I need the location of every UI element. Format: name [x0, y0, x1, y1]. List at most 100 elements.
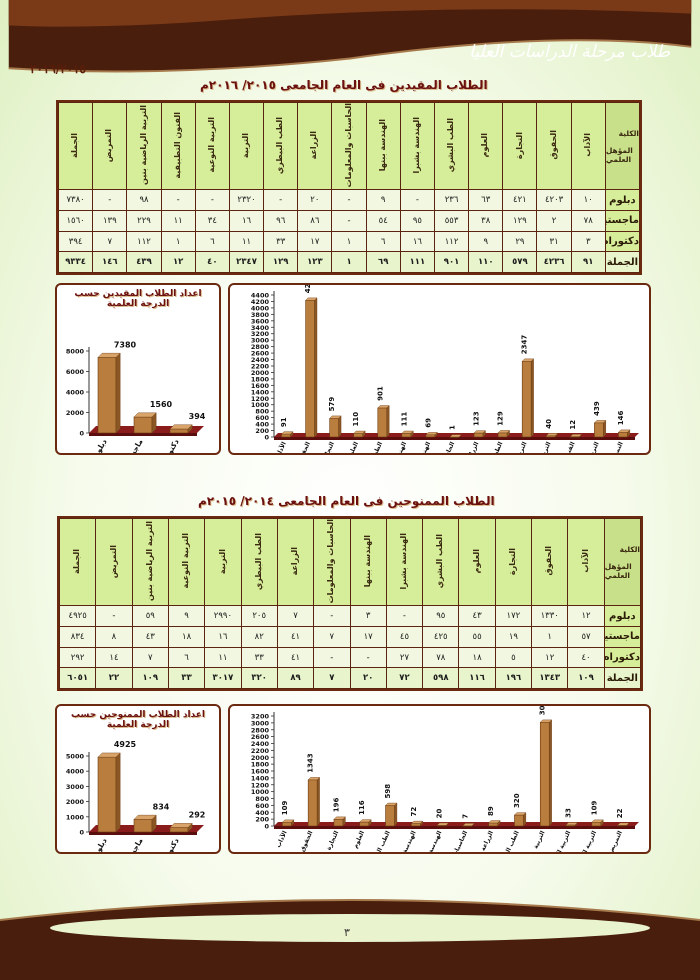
bar-front: [133, 416, 153, 434]
table-cell: ٣٣: [263, 230, 299, 253]
section-title-graduates: الطلاب الممنوحين فى العام الجامعى ٢٠١٤/ …: [198, 494, 495, 508]
column-header: الفنون التطبيقية: [160, 101, 196, 191]
bar: [591, 819, 604, 827]
graduates-table-grid: الكلية المؤهل العلمي الآداب الحقوق التجارة ال…: [58, 517, 642, 689]
category-label: الهندسة بشبرا: [393, 830, 417, 852]
y-tick-label: 200: [255, 427, 269, 435]
chart-floor-edge: [274, 826, 635, 829]
table-corner-cell: الكلية المؤهل العلمي: [603, 517, 642, 607]
y-tick-label: 3000: [66, 783, 85, 791]
column-header: الهندسة بشبرا: [399, 101, 435, 191]
y-tick-label: 2200: [251, 747, 270, 755]
column-header: الهندسة بشبرا: [385, 517, 424, 607]
bar-top: [305, 297, 318, 301]
bar-top: [449, 434, 462, 438]
data-label: 901: [376, 386, 384, 401]
bar-front: [307, 779, 318, 827]
corner-label-college: الكلية: [619, 544, 640, 554]
data-label: 4236: [304, 285, 312, 293]
data-label: 1560: [150, 400, 173, 409]
table-cell: -: [313, 646, 351, 669]
bar-top: [410, 820, 424, 824]
y-tick-label: 600: [255, 414, 269, 422]
table-cell: ١٦: [204, 626, 242, 648]
table-cell: ١٦: [228, 210, 265, 232]
y-tick-label: 1200: [251, 395, 270, 403]
bar: [359, 819, 372, 827]
degree-chart-enrolled: 0 2000 4000 6000 8000 7380 دبلوم 1560 ماجستير 394…: [66, 340, 206, 453]
bar-top: [133, 814, 157, 820]
data-label: 579: [328, 397, 336, 412]
bar: [569, 433, 583, 438]
category-label: ماجستير: [121, 836, 145, 852]
corner-label-degree: المؤهل العلمي: [605, 145, 633, 164]
y-tick-label: 2800: [251, 726, 270, 734]
table-cell: ٢٣٦: [433, 189, 470, 212]
bar-front: [401, 433, 412, 438]
table-cell: ٤٢٠٣: [536, 189, 572, 212]
row-label: ماجستير: [604, 210, 641, 232]
table-cell: ٢٢٩: [126, 210, 162, 232]
column-header-label: الآداب: [582, 133, 592, 157]
bar: [353, 430, 366, 438]
bar-top: [545, 433, 559, 436]
table-cell: ٢٩٢: [58, 646, 97, 669]
table-cell: ٦٠٥١: [58, 667, 97, 689]
category-label: الحقوق: [299, 830, 315, 852]
bar: [410, 820, 424, 827]
enrolled-table: الكلية المؤهل العلمي الآداب الحقوق التجارة ال…: [56, 100, 642, 275]
table-cell: -: [399, 189, 435, 212]
bar-top: [133, 412, 157, 418]
table-cell: ٥٩٨: [422, 667, 460, 689]
column-header-label: الهندسة بشبرا: [399, 532, 409, 590]
data-label: 2347: [521, 335, 529, 355]
table-cell: ٤٣٩: [126, 251, 162, 273]
bar: [133, 814, 157, 833]
bar-side: [316, 776, 320, 827]
column-header: الحاسبات والمعلومات: [331, 101, 367, 191]
y-tick-label: 800: [255, 408, 269, 416]
table-cell: ١٢٩: [502, 210, 538, 232]
table-cell: ٤١: [276, 646, 315, 669]
table-cell: ٩: [365, 189, 401, 212]
y-tick-label: 3000: [251, 719, 270, 727]
bar: [425, 431, 438, 438]
table-cell: -: [331, 210, 367, 232]
table-cell: ٩٨: [126, 189, 162, 212]
bar-top: [462, 823, 475, 826]
data-label: 91: [280, 417, 288, 427]
bar-front: [425, 434, 436, 438]
column-header: الهندسة ببنها: [365, 101, 401, 191]
table-cell: ٧٨: [422, 646, 460, 669]
column-header: العلوم: [468, 101, 504, 191]
bar-top: [617, 822, 630, 826]
y-tick-label: 4000: [66, 768, 85, 776]
category-label: التربية النوعية: [529, 441, 553, 453]
y-tick-label: 1200: [251, 781, 270, 789]
degree-chart-panel-graduates: اعداد الطلاب الممنوحين حسب الدرجة العلمي…: [55, 704, 221, 854]
table-cell: ٥٧٩: [502, 251, 538, 273]
category-label: دكتوراه: [159, 836, 181, 852]
column-header: الزراعة: [297, 101, 333, 191]
degree-chart-panel-enrolled: اعداد الطلاب المقيدين حسب الدرجة العلمية…: [55, 283, 221, 455]
y-tick-label: 0: [264, 434, 269, 442]
data-label: 72: [410, 807, 418, 817]
column-header-label: الحقوق: [544, 546, 554, 576]
table-cell: ٣١: [536, 230, 572, 253]
category-label: الهندسة ببنها: [409, 441, 432, 453]
table-cell: ٨٣٤: [58, 626, 97, 648]
y-tick-label: 1800: [251, 761, 270, 769]
category-label: التمريض: [607, 830, 624, 852]
y-tick-label: 1600: [251, 768, 270, 776]
column-header: الآداب: [567, 517, 605, 607]
data-label: 129: [497, 411, 505, 426]
table-cell: ٨٦: [297, 210, 333, 232]
table-cell: ٩١: [570, 251, 606, 273]
data-label: 22: [616, 808, 624, 818]
y-tick-label: 1000: [251, 401, 270, 409]
table-cell: ٣: [570, 230, 606, 253]
bar: [497, 429, 511, 438]
table-cell: ٤٥: [385, 626, 424, 648]
bar-top: [169, 424, 193, 430]
bar-top: [97, 752, 121, 758]
